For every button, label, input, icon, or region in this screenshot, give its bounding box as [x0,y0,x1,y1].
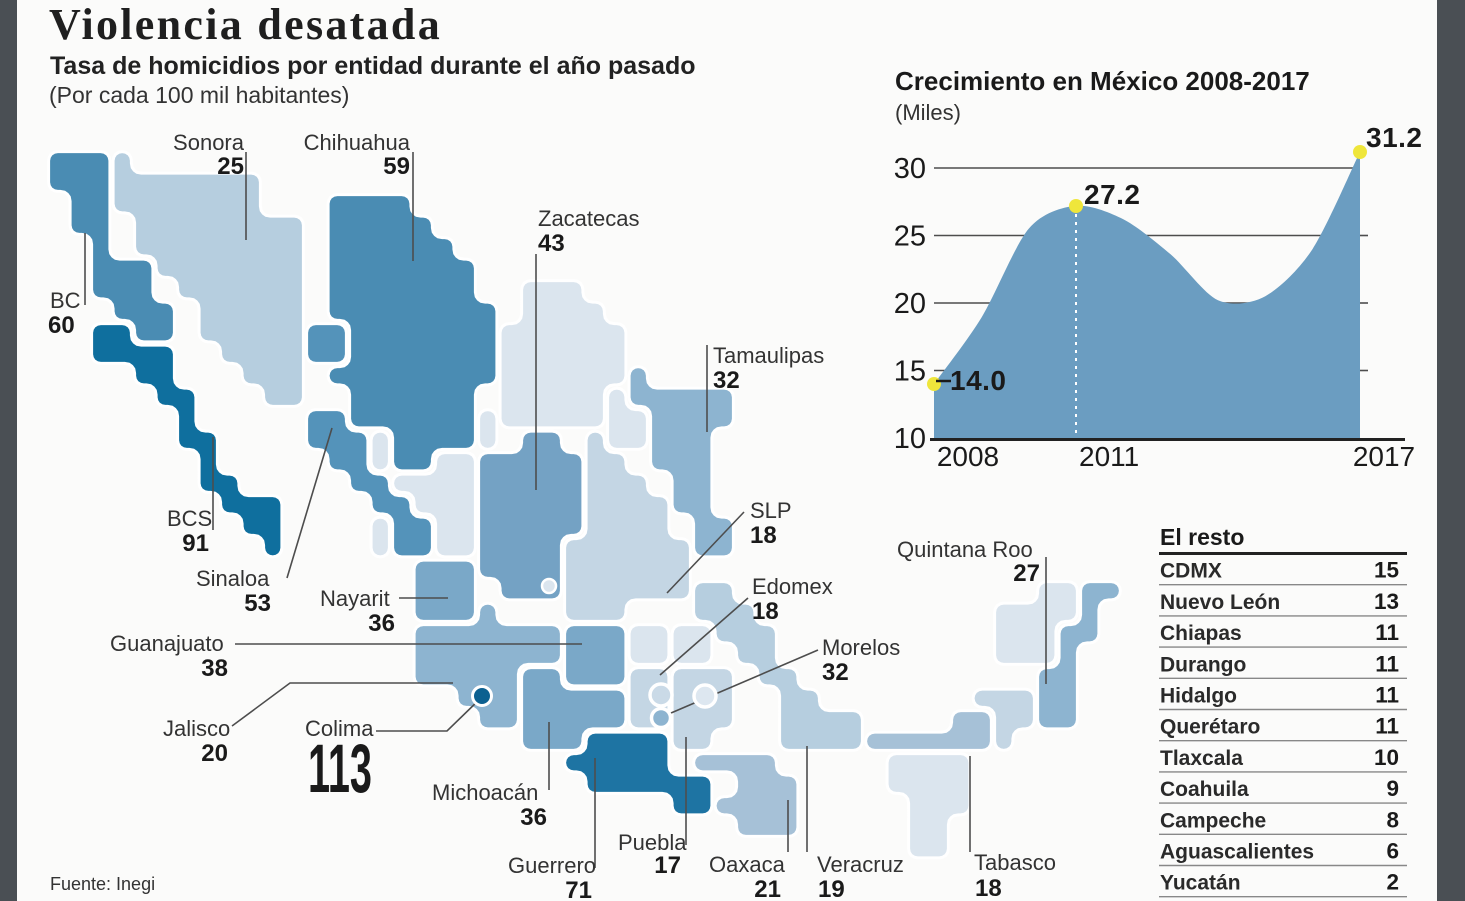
svg-text:6: 6 [1386,839,1399,864]
svg-text:El resto: El resto [1160,524,1244,550]
svg-text:31.2: 31.2 [1366,122,1423,153]
svg-text:2008: 2008 [937,441,999,472]
svg-text:2: 2 [1386,870,1399,895]
svg-text:Coahuila: Coahuila [1160,778,1249,801]
svg-text:Tabasco: Tabasco [974,850,1056,875]
svg-text:Aguascalientes: Aguascalientes [1160,841,1314,864]
svg-text:Chihuahua: Chihuahua [304,130,411,155]
svg-text:32: 32 [822,659,849,686]
svg-text:Edomex: Edomex [752,574,833,599]
svg-text:25: 25 [894,221,926,253]
svg-text:25: 25 [217,153,244,180]
svg-text:Tlaxcala: Tlaxcala [1160,747,1243,770]
svg-text:20: 20 [894,288,926,320]
svg-text:20: 20 [201,740,228,767]
svg-text:17: 17 [654,852,681,879]
svg-text:11: 11 [1375,683,1399,708]
svg-text:Hidalgo: Hidalgo [1160,685,1237,708]
svg-text:Chiapas: Chiapas [1160,622,1242,645]
svg-text:27: 27 [1013,560,1040,587]
svg-text:Crecimiento en México 2008-201: Crecimiento en México 2008-2017 [895,66,1310,96]
svg-text:14.0: 14.0 [950,365,1007,396]
svg-text:(Miles): (Miles) [895,100,961,125]
svg-text:19: 19 [818,876,845,901]
svg-text:10: 10 [894,423,926,455]
svg-text:71: 71 [565,877,592,901]
svg-text:BC: BC [50,288,81,313]
svg-text:113: 113 [308,730,372,807]
svg-text:36: 36 [368,610,395,637]
svg-text:59: 59 [383,153,410,180]
svg-text:53: 53 [244,590,271,617]
svg-text:Zacatecas: Zacatecas [538,206,640,231]
svg-text:36: 36 [520,804,547,831]
svg-text:Querétaro: Querétaro [1160,716,1260,739]
svg-text:43: 43 [538,230,565,257]
svg-text:8: 8 [1386,807,1399,832]
svg-text:Sonora: Sonora [173,130,245,155]
svg-text:11: 11 [1375,714,1399,739]
svg-text:Sinaloa: Sinaloa [196,566,270,591]
svg-text:Guerrero: Guerrero [508,853,596,878]
svg-text:Durango: Durango [1160,653,1246,676]
svg-text:Oaxaca: Oaxaca [709,852,786,877]
svg-text:Campeche: Campeche [1160,809,1266,832]
svg-text:Morelos: Morelos [822,635,900,660]
svg-text:2017: 2017 [1353,441,1415,472]
svg-text:Colima: Colima [305,716,374,741]
svg-text:CDMX: CDMX [1160,560,1222,583]
svg-text:30: 30 [894,153,926,185]
svg-text:Veracruz: Veracruz [817,852,904,877]
svg-text:10: 10 [1374,745,1399,770]
svg-text:15: 15 [894,356,926,388]
svg-text:Nuevo León: Nuevo León [1160,591,1280,614]
svg-text:21: 21 [754,876,781,901]
svg-text:Yucatán: Yucatán [1160,872,1241,895]
svg-text:13: 13 [1374,589,1399,614]
svg-text:SLP: SLP [750,498,792,523]
svg-text:27.2: 27.2 [1084,179,1141,210]
svg-text:Guanajuato: Guanajuato [110,631,224,656]
svg-text:BCS: BCS [167,506,212,531]
svg-text:60: 60 [48,312,75,339]
svg-text:15: 15 [1374,558,1399,583]
svg-text:9: 9 [1386,776,1399,801]
svg-text:Nayarit: Nayarit [320,586,390,611]
svg-text:2011: 2011 [1079,441,1139,472]
svg-text:Puebla: Puebla [618,830,687,855]
svg-text:32: 32 [713,367,740,394]
svg-text:Quintana Roo: Quintana Roo [897,537,1033,562]
svg-text:Tamaulipas: Tamaulipas [713,343,824,368]
svg-text:11: 11 [1375,651,1399,676]
svg-text:Michoacán: Michoacán [432,780,538,805]
svg-text:18: 18 [752,598,779,625]
svg-text:11: 11 [1375,620,1399,645]
svg-text:Jalisco: Jalisco [163,716,230,741]
svg-text:18: 18 [750,522,777,549]
svg-text:38: 38 [201,655,228,682]
svg-text:91: 91 [182,530,209,557]
svg-text:18: 18 [975,875,1002,901]
